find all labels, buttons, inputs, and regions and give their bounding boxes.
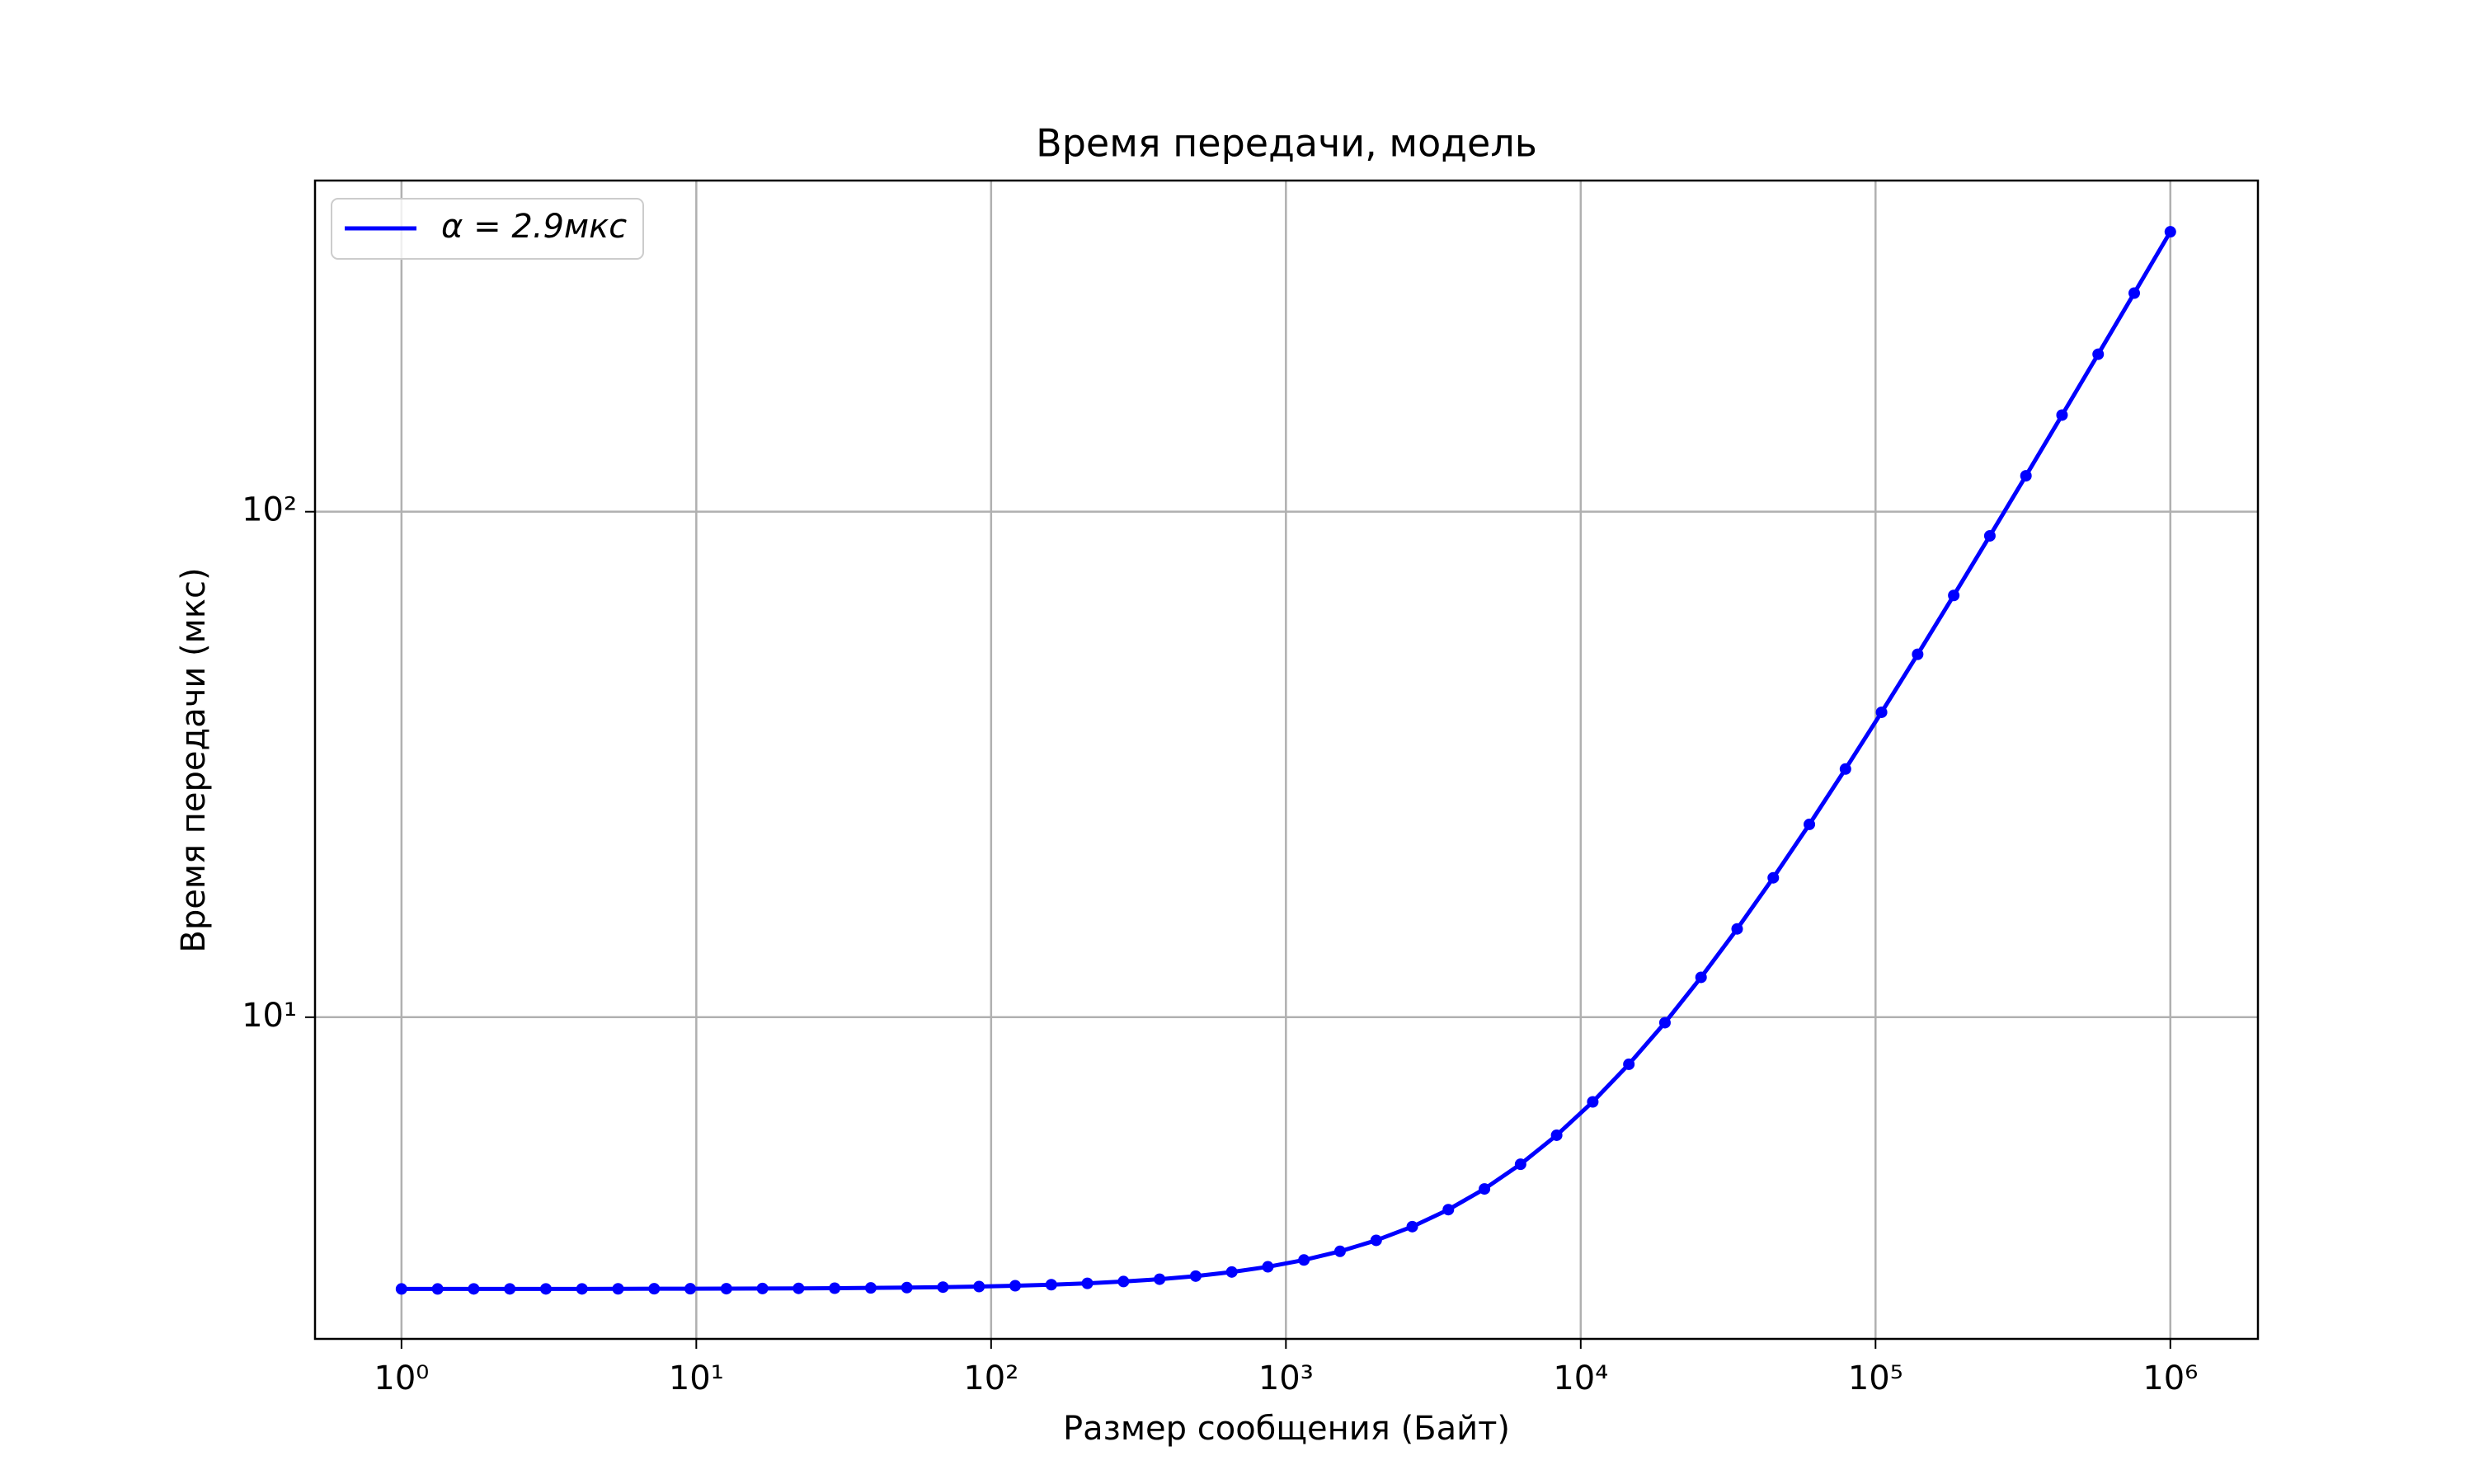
data-point (1587, 1096, 1599, 1108)
data-point (901, 1281, 913, 1294)
data-point (431, 1283, 444, 1295)
data-point (539, 1283, 552, 1295)
data-point (1333, 1245, 1346, 1257)
data-point (1442, 1204, 1455, 1216)
data-line (401, 230, 2172, 1291)
data-point (973, 1280, 985, 1293)
chart-title: Время передачи, модель (1036, 121, 1537, 166)
data-point (1804, 818, 1816, 830)
data-point (1081, 1277, 1094, 1289)
data-point (1009, 1280, 1022, 1292)
data-point (1154, 1273, 1166, 1285)
data-point (1117, 1275, 1130, 1288)
data-point (1406, 1220, 1418, 1233)
data-point (1767, 871, 1780, 884)
plot-frame (313, 179, 2260, 1341)
data-point (2128, 287, 2141, 299)
data-point (468, 1283, 480, 1295)
data-point (1623, 1058, 1635, 1070)
x-tick-label: 10⁴ (1553, 1360, 1608, 1397)
data-point (395, 1283, 407, 1295)
data-point (1983, 529, 1996, 542)
y-axis-label: Время передачи (мкс) (175, 567, 213, 952)
x-axis-label: Размер сообщения (Байт) (1063, 1410, 1510, 1448)
data-point (1875, 706, 1888, 718)
data-point (648, 1283, 661, 1295)
data-point (1731, 923, 1743, 935)
data-point (937, 1281, 949, 1294)
data-point (612, 1283, 624, 1295)
data-point (1550, 1129, 1563, 1141)
legend-label: α = 2.9мкс (441, 208, 627, 246)
data-point (2092, 348, 2105, 360)
x-tick-label: 10² (963, 1360, 1018, 1397)
data-point (1514, 1158, 1526, 1171)
data-point (504, 1283, 516, 1295)
data-point (1912, 648, 1924, 660)
data-point (2164, 226, 2176, 238)
legend-box (331, 198, 644, 260)
data-point (2056, 409, 2068, 421)
data-point (1479, 1183, 1491, 1195)
data-point (720, 1283, 732, 1295)
data-point (1658, 1017, 1671, 1029)
data-point (756, 1282, 769, 1294)
data-point (1298, 1254, 1310, 1266)
x-tick-label: 10¹ (669, 1360, 724, 1397)
data-point (1189, 1270, 1202, 1282)
data-point (2020, 470, 2032, 482)
data-point (1225, 1266, 1238, 1278)
data-point (576, 1283, 588, 1295)
data-point (829, 1282, 841, 1294)
x-tick-label: 10⁵ (1848, 1360, 1903, 1397)
data-point (1948, 589, 1960, 602)
data-point (684, 1283, 697, 1295)
data-point (1262, 1261, 1274, 1273)
data-point (1370, 1234, 1382, 1247)
legend: α = 2.9мкс (331, 198, 644, 260)
data-point (1839, 763, 1851, 775)
data-point (864, 1282, 877, 1294)
data-point (1045, 1279, 1057, 1291)
x-tick-label: 10⁶ (2142, 1360, 2198, 1397)
data-point (1695, 971, 1707, 984)
y-tick-label: 10² (242, 491, 297, 529)
x-tick-label: 10⁰ (374, 1360, 429, 1397)
data-point (793, 1282, 805, 1294)
x-tick-label: 10³ (1258, 1360, 1314, 1397)
y-tick-label: 10¹ (242, 997, 297, 1035)
